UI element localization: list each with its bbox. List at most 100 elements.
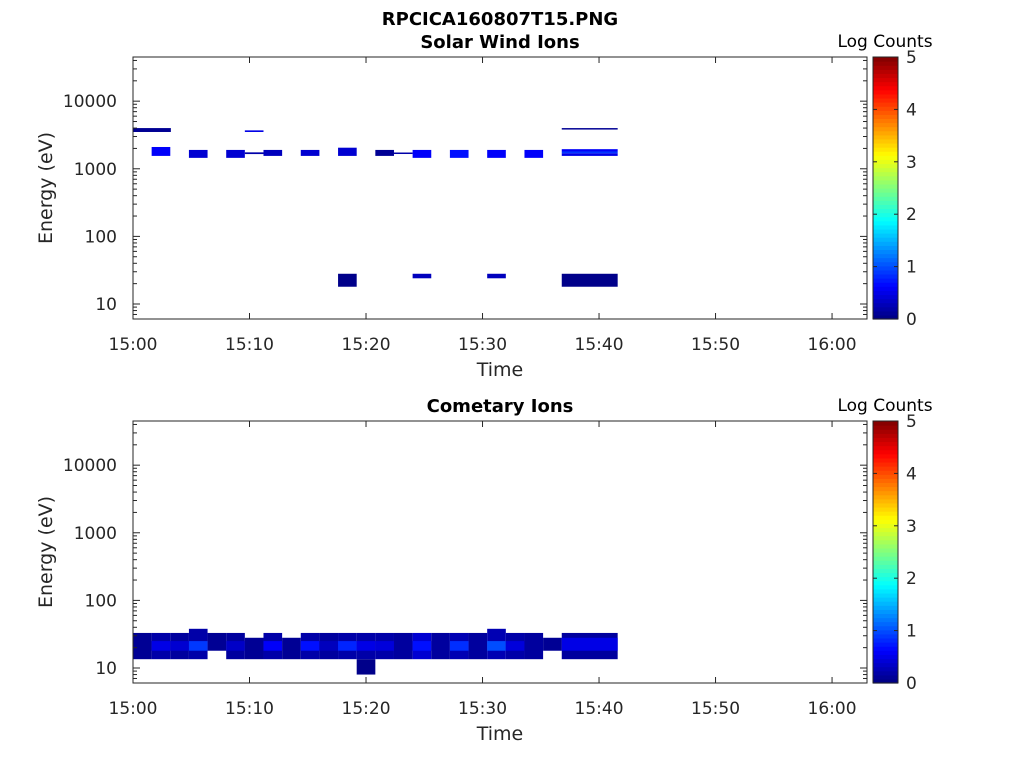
colorbar-segment [873, 576, 898, 582]
colorbar-segment [873, 482, 898, 488]
y-tick-label: 100 [85, 227, 117, 247]
colorbar-segment [873, 543, 898, 549]
colorbar-segment [873, 461, 898, 467]
colorbar-segment [873, 245, 898, 251]
x-tick-label: 15:00 [109, 335, 158, 355]
colorbar-segment [873, 278, 898, 283]
heatmap-cell [412, 273, 432, 279]
colorbar-segment [873, 421, 898, 426]
x-tick-label: 16:00 [808, 699, 857, 719]
colorbar-tick-label: 1 [906, 258, 917, 278]
colorbar-segment [873, 670, 898, 676]
colorbar-segment [873, 151, 898, 156]
colorbar-label: Log Counts [837, 32, 932, 52]
colorbar-segment [873, 445, 898, 451]
heatmap-cell [431, 632, 450, 660]
heatmap-cell [487, 641, 506, 651]
colorbar-segment [873, 674, 898, 680]
x-tick-label: 15:20 [342, 699, 391, 719]
colorbar-segment [873, 531, 898, 537]
colorbar-segment [873, 253, 898, 259]
colorbar-segment [873, 155, 898, 160]
colorbar-segment [873, 539, 898, 545]
colorbar-tick-label: 0 [906, 674, 917, 694]
y-tick-label: 1000 [74, 160, 117, 180]
x-tick-label: 15:30 [458, 699, 507, 719]
colorbar-segment [873, 175, 898, 181]
colorbar-segment [873, 220, 898, 226]
colorbar-segment [873, 302, 898, 308]
x-tick-label: 15:10 [225, 335, 274, 355]
colorbar-segment [873, 433, 898, 438]
colorbar-segment [873, 93, 898, 99]
colorbar-segment [873, 134, 898, 140]
heatmap-cell [393, 152, 413, 155]
colorbar-segment [873, 556, 898, 561]
heatmap-cell [170, 641, 189, 651]
colorbar-segment [873, 306, 898, 312]
colorbar-segment [873, 73, 898, 79]
colorbar-segment [873, 527, 898, 533]
colorbar-segment [873, 617, 898, 623]
colorbar-segment [873, 118, 898, 124]
colorbar-segment [873, 110, 898, 115]
colorbar-segment [873, 261, 898, 267]
colorbar-segment [873, 61, 898, 66]
colorbar-segment [873, 183, 898, 189]
colorbar-segment [873, 425, 898, 430]
y-tick-label: 100 [85, 591, 117, 611]
colorbar-tick-label: 3 [906, 517, 917, 537]
colorbar-segment [873, 208, 898, 214]
x-tick-label: 15:50 [691, 699, 740, 719]
colorbar-segment [873, 613, 898, 619]
heatmap-cell [449, 641, 469, 651]
colorbar-segment [873, 625, 898, 631]
heatmap-cell [151, 641, 171, 651]
colorbar-segment [873, 310, 898, 316]
heatmap-cell [561, 151, 618, 154]
plot-frame [132, 420, 868, 684]
colorbar-segment [873, 678, 898, 684]
colorbar-segment [873, 171, 898, 177]
x-tick-label: 15:40 [575, 699, 624, 719]
colorbar-segment [873, 519, 898, 524]
heatmap-cell [207, 632, 227, 651]
colorbar-segment [873, 609, 898, 615]
heatmap-cell [226, 641, 245, 651]
heatmap-cell [300, 641, 320, 651]
solar-wind-ions-panel: Solar Wind Ions 15:00 15:10 15:20 15:30 15:40… [35, 32, 933, 381]
colorbar-segment [873, 486, 898, 492]
heatmap-cell [561, 149, 618, 152]
colorbar-segment [873, 106, 898, 111]
heatmap-cell [263, 641, 283, 651]
heatmap-cell [338, 641, 357, 651]
colorbar-segment [873, 294, 898, 300]
y-tick-label: 10000 [63, 92, 117, 112]
colorbar-tick-label: 1 [906, 622, 917, 642]
colorbar-segment [873, 662, 898, 668]
heatmap-cell [319, 641, 339, 651]
x-tick-label: 15:10 [225, 699, 274, 719]
colorbar-segment [873, 449, 898, 455]
colorbar-segment [873, 163, 898, 169]
colorbar-segment [873, 494, 898, 500]
colorbar-label: Log Counts [837, 396, 932, 416]
colorbar-tick-label: 2 [906, 569, 917, 589]
colorbar-frame [872, 420, 899, 684]
heatmap-cell [244, 637, 264, 660]
heatmap-cell [300, 149, 320, 156]
colorbar-segment [873, 457, 898, 463]
figure-title: RPCICA160807T15.PNG [382, 9, 618, 30]
colorbar-segment [873, 592, 898, 598]
heatmap-cell [505, 641, 525, 651]
colorbar-segment [873, 269, 898, 275]
colorbar-segment [873, 224, 898, 230]
colorbar-segment [873, 511, 898, 516]
colorbar-segment [873, 102, 898, 107]
colorbar-segment [873, 658, 898, 664]
colorbar-segment [873, 188, 898, 193]
